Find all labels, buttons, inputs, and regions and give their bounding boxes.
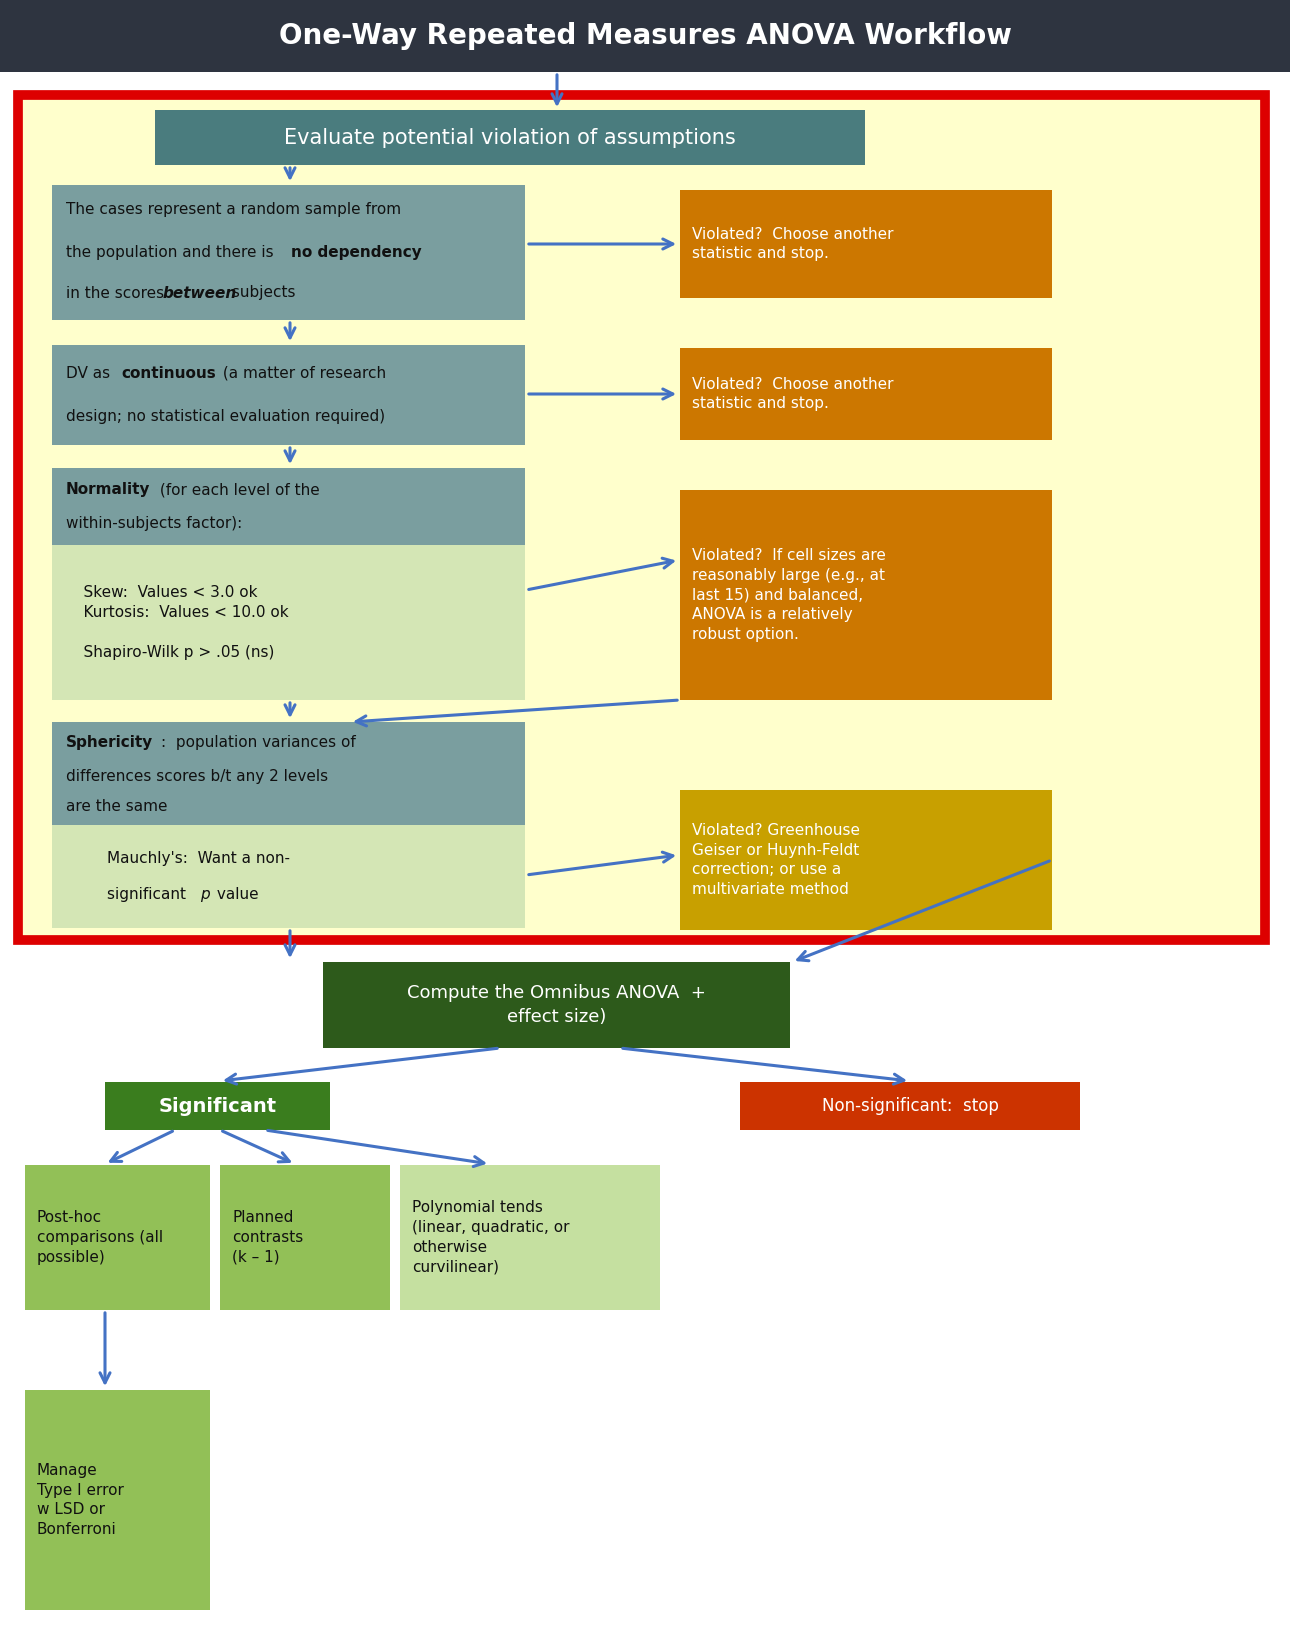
- FancyBboxPatch shape: [680, 489, 1053, 701]
- Text: continuous: continuous: [121, 365, 215, 380]
- FancyBboxPatch shape: [52, 722, 525, 825]
- Text: Sphericity: Sphericity: [66, 735, 154, 750]
- FancyBboxPatch shape: [680, 190, 1053, 298]
- Text: :  population variances of: : population variances of: [161, 735, 356, 750]
- Text: Normality: Normality: [66, 481, 151, 498]
- Text: The cases represent a random sample from: The cases represent a random sample from: [66, 201, 401, 216]
- Text: Manage
Type I error
w LSD or
Bonferroni: Manage Type I error w LSD or Bonferroni: [37, 1463, 124, 1537]
- Text: One-Way Repeated Measures ANOVA Workflow: One-Way Repeated Measures ANOVA Workflow: [279, 21, 1011, 51]
- Text: Skew:  Values < 3.0 ok
    Kurtosis:  Values < 10.0 ok

    Shapiro-Wilk p > .05: Skew: Values < 3.0 ok Kurtosis: Values <…: [64, 586, 289, 660]
- Text: Violated?  Choose another
statistic and stop.: Violated? Choose another statistic and s…: [691, 226, 894, 262]
- Text: subjects: subjects: [227, 285, 295, 301]
- Text: Violated? Greenhouse
Geiser or Huynh-Feldt
correction; or use a
multivariate met: Violated? Greenhouse Geiser or Huynh-Fel…: [691, 823, 860, 897]
- FancyBboxPatch shape: [52, 185, 525, 319]
- FancyBboxPatch shape: [740, 1082, 1080, 1130]
- Text: (for each level of the: (for each level of the: [155, 481, 320, 498]
- Text: Non-significant:  stop: Non-significant: stop: [822, 1097, 998, 1115]
- FancyBboxPatch shape: [680, 791, 1053, 930]
- FancyBboxPatch shape: [52, 345, 525, 445]
- Text: design; no statistical evaluation required): design; no statistical evaluation requir…: [66, 409, 386, 424]
- FancyBboxPatch shape: [18, 95, 1265, 940]
- Text: p: p: [200, 887, 209, 902]
- Text: Violated?  If cell sizes are
reasonably large (e.g., at
last 15) and balanced,
A: Violated? If cell sizes are reasonably l…: [691, 548, 886, 642]
- FancyBboxPatch shape: [322, 963, 789, 1048]
- Text: no dependency: no dependency: [292, 246, 422, 260]
- FancyBboxPatch shape: [155, 110, 866, 165]
- Text: Compute the Omnibus ANOVA  +
effect size): Compute the Omnibus ANOVA + effect size): [408, 984, 706, 1026]
- FancyBboxPatch shape: [25, 1166, 210, 1310]
- FancyBboxPatch shape: [400, 1166, 660, 1310]
- FancyBboxPatch shape: [221, 1166, 390, 1310]
- Text: (a matter of research: (a matter of research: [218, 365, 386, 380]
- Text: between: between: [163, 285, 237, 301]
- FancyBboxPatch shape: [104, 1082, 330, 1130]
- Text: Planned
contrasts
(k – 1): Planned contrasts (k – 1): [232, 1210, 303, 1265]
- Text: Significant: Significant: [159, 1097, 276, 1115]
- Text: Mauchly's:  Want a non-: Mauchly's: Want a non-: [107, 851, 290, 866]
- Text: differences scores b/t any 2 levels: differences scores b/t any 2 levels: [66, 769, 328, 784]
- FancyBboxPatch shape: [0, 0, 1290, 72]
- FancyBboxPatch shape: [52, 468, 525, 545]
- Text: in the scores: in the scores: [66, 285, 169, 301]
- Text: Polynomial tends
(linear, quadratic, or
otherwise
curvilinear): Polynomial tends (linear, quadratic, or …: [412, 1200, 569, 1275]
- FancyBboxPatch shape: [680, 349, 1053, 440]
- Text: DV as: DV as: [66, 365, 115, 380]
- Text: value: value: [212, 887, 258, 902]
- Text: Post-hoc
comparisons (all
possible): Post-hoc comparisons (all possible): [37, 1210, 163, 1265]
- Text: Evaluate potential violation of assumptions: Evaluate potential violation of assumpti…: [284, 128, 735, 147]
- Text: Violated?  Choose another
statistic and stop.: Violated? Choose another statistic and s…: [691, 377, 894, 411]
- Text: are the same: are the same: [66, 799, 168, 814]
- FancyBboxPatch shape: [52, 545, 525, 701]
- Text: the population and there is: the population and there is: [66, 246, 279, 260]
- Text: within-subjects factor):: within-subjects factor):: [66, 516, 243, 530]
- FancyBboxPatch shape: [25, 1390, 210, 1611]
- FancyBboxPatch shape: [52, 825, 525, 928]
- Text: significant: significant: [107, 887, 191, 902]
